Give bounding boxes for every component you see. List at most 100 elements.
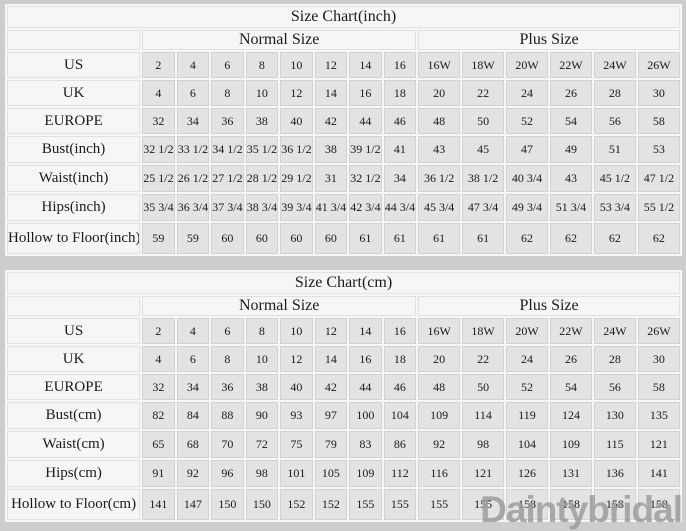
size-cell: 4 (142, 346, 175, 372)
size-cell: 47 1/2 (637, 165, 680, 192)
size-cell: 43 (549, 165, 592, 192)
size-cell: 24W (593, 318, 636, 344)
size-cell: 8 (211, 80, 244, 106)
size-row: US 2 4 6 8 10 12 14 16 16W 18W 20W 22W 24W 26W (7, 52, 680, 78)
size-cell: 36 (211, 108, 244, 134)
size-cell: 121 (462, 460, 505, 487)
size-row: Waist(inch) 25 1/2 26 1/2 27 1/2 28 1/2 29 1/… (7, 165, 680, 192)
size-cell: 52 (506, 374, 548, 400)
row-label: Bust(inch) (7, 136, 141, 163)
size-cell: 90 (245, 402, 279, 429)
size-cell: 14 (314, 80, 348, 106)
size-cell: 26 (549, 80, 592, 106)
size-cell: 104 (506, 431, 548, 458)
size-cell: 56 (593, 374, 636, 400)
size-cell: 158 (637, 489, 680, 520)
size-cell: 16W (418, 318, 461, 344)
size-cell: 30 (637, 80, 680, 106)
row-label: US (7, 318, 141, 344)
size-cell: 16 (349, 80, 382, 106)
size-cell: 96 (211, 460, 244, 487)
row-label: UK (7, 80, 141, 106)
size-cell: 45 1/2 (593, 165, 636, 192)
size-row: Bust(cm) 82 84 88 90 93 97 100 104 109 114 119 124 13… (7, 402, 680, 429)
size-cell: 135 (637, 402, 680, 429)
size-cell: 121 (637, 431, 680, 458)
size-cell: 36 1/2 (418, 165, 461, 192)
size-cell: 12 (280, 80, 313, 106)
size-cell: 43 (418, 136, 461, 163)
group-header-row: Normal Size Plus Size (7, 296, 680, 316)
size-cell: 93 (280, 402, 313, 429)
size-cell: 59 (142, 223, 175, 254)
size-cell: 47 3/4 (462, 194, 505, 221)
size-cell: 42 3/4 (349, 194, 382, 221)
size-cell: 91 (142, 460, 175, 487)
size-cell: 34 (176, 374, 210, 400)
size-cell: 6 (211, 318, 244, 344)
size-cell: 75 (280, 431, 313, 458)
row-label: EUROPE (7, 108, 141, 134)
size-cell: 62 (506, 223, 548, 254)
size-cell: 26 1/2 (176, 165, 210, 192)
size-cell: 35 3/4 (142, 194, 175, 221)
size-cell: 37 3/4 (211, 194, 244, 221)
size-cell: 6 (211, 52, 244, 78)
size-cell: 28 1/2 (245, 165, 279, 192)
size-cell: 70 (211, 431, 244, 458)
size-cell: 124 (549, 402, 592, 429)
size-cell: 2 (142, 318, 175, 344)
size-cell: 155 (418, 489, 461, 520)
group-header-row: Normal Size Plus Size (7, 30, 680, 50)
row-label: EUROPE (7, 374, 141, 400)
size-cell: 4 (176, 318, 210, 344)
size-cell: 18 (383, 346, 417, 372)
size-cell: 18W (462, 52, 505, 78)
size-cell: 54 (549, 374, 592, 400)
size-row: EUROPE 32 34 36 38 40 42 44 46 48 50 52 54 56 58 (7, 108, 680, 134)
size-cell: 45 3/4 (418, 194, 461, 221)
size-cell: 24W (593, 52, 636, 78)
size-cell: 49 (549, 136, 592, 163)
size-cell: 46 (383, 108, 417, 134)
size-cell: 61 (418, 223, 461, 254)
size-row: Hollow to Floor(cm) 141 147 150 150 152 152 155… (7, 489, 680, 520)
size-cell: 8 (211, 346, 244, 372)
size-cell: 52 (506, 108, 548, 134)
size-cell: 6 (176, 80, 210, 106)
size-cell: 20W (506, 52, 548, 78)
size-cell: 26 (549, 346, 592, 372)
size-cell: 105 (314, 460, 348, 487)
size-cell: 46 (383, 374, 417, 400)
size-cell: 79 (314, 431, 348, 458)
size-cell: 41 (383, 136, 417, 163)
size-cell: 131 (549, 460, 592, 487)
size-cell: 49 3/4 (506, 194, 548, 221)
size-cell: 62 (549, 223, 592, 254)
size-cell: 56 (593, 108, 636, 134)
size-cell: 62 (637, 223, 680, 254)
size-chart-inch-panel: Size Chart(inch) Normal Size Plus Size US 2 4… (5, 4, 682, 256)
size-cell: 136 (593, 460, 636, 487)
size-cell: 92 (176, 460, 210, 487)
size-cell: 16W (418, 52, 461, 78)
size-cell: 40 3/4 (506, 165, 548, 192)
size-cell: 58 (637, 108, 680, 134)
size-cell: 158 (506, 489, 548, 520)
size-cell: 22W (549, 52, 592, 78)
size-cell: 38 (245, 374, 279, 400)
size-cell: 42 (314, 374, 348, 400)
size-cell: 109 (349, 460, 382, 487)
row-label: Hips(cm) (7, 460, 141, 487)
size-cell: 32 1/2 (142, 136, 175, 163)
size-cell: 33 1/2 (176, 136, 210, 163)
size-cell: 40 (280, 374, 313, 400)
size-cell: 86 (383, 431, 417, 458)
size-cell: 158 (593, 489, 636, 520)
size-cell: 45 (462, 136, 505, 163)
title-row: Size Chart(inch) (7, 6, 680, 28)
size-cell: 53 3/4 (593, 194, 636, 221)
size-cell: 72 (245, 431, 279, 458)
size-cell: 155 (383, 489, 417, 520)
